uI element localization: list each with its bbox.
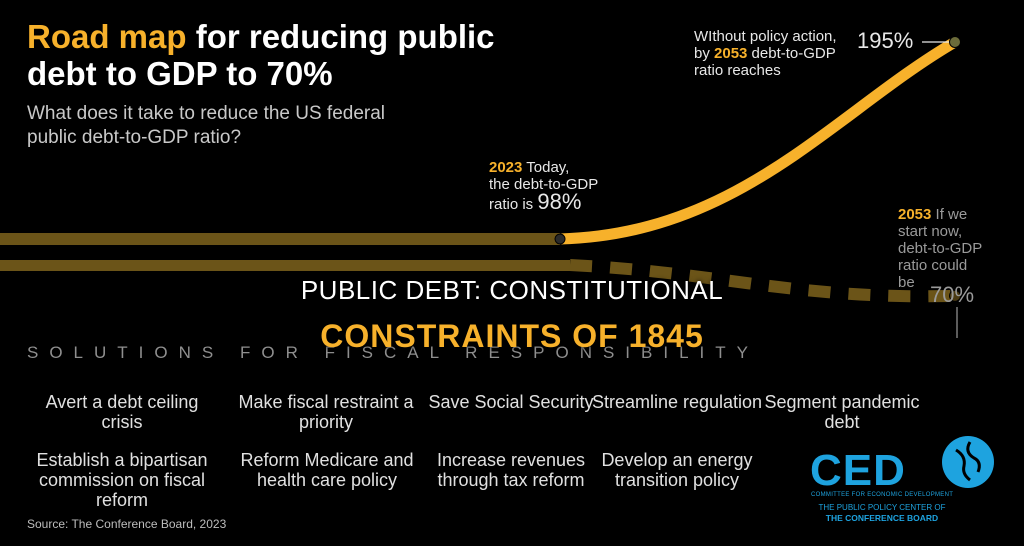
ced-center-line1: THE PUBLIC POLICY CENTER OF (818, 503, 946, 512)
data-point-2053-70 (949, 289, 961, 302)
solution-item: Segment pandemic debt (764, 392, 920, 432)
globe-icon (942, 436, 994, 488)
annotation-2053-start-now: 2053 If we start now, debt-to-GDP ratio … (898, 206, 982, 291)
annotation-text: ratio reaches (694, 62, 781, 79)
annotation-value-70: 70% (930, 282, 975, 307)
ced-fullname: COMMITTEE FOR ECONOMIC DEVELOPMENT (811, 492, 954, 498)
solutions-header: SOLUTIONS FOR FISCAL RESPONSIBILITY (27, 343, 759, 362)
annotation-text: debt-to-GDP (898, 240, 983, 257)
chart-subtitle: What does it take to reduce the US feder… (27, 103, 386, 148)
annotation-text: debt-to-GDP (747, 45, 836, 62)
annotation-text: ratio is (489, 196, 538, 213)
annotation-text: by (694, 45, 715, 62)
data-point-2053-195 (949, 36, 961, 48)
solution-item: Establish a bipartisan commission on fis… (36, 450, 208, 510)
overlay-line-2: CONSTRAINTS OF 1845 (320, 318, 704, 354)
annotation-text: the debt-to-GDP (489, 176, 599, 193)
annotation-text: If we (931, 206, 968, 223)
annotation-value-195: 195% (857, 28, 914, 53)
ced-logo (942, 436, 994, 488)
annotation-text: be (898, 274, 915, 291)
annotation-2023-today: 2023 Today, the debt-to-GDP ratio is 98% (489, 159, 598, 213)
solution-item: Increase revenues through tax reform (436, 450, 586, 490)
source-note: Source: The Conference Board, 2023 (27, 517, 227, 531)
annotation-text: Today, (522, 159, 570, 176)
title-highlight: Road map (27, 18, 187, 55)
annotation-2053-no-action: WIthout policy action, by 2053 debt-to-G… (694, 28, 837, 79)
overlay-caption: PUBLIC DEBT: CONSTITUTIONAL CONSTRAINTS … (0, 270, 1024, 370)
ced-acronym: CED (810, 446, 906, 495)
annotation-text: ratio could (898, 257, 968, 274)
history-band-lower (0, 260, 570, 271)
annotation-year: 2023 (489, 159, 523, 176)
annotation-year: 2053 (898, 206, 932, 223)
data-point-2023 (554, 233, 566, 245)
solution-item: Save Social Security (428, 392, 594, 412)
solution-item: Reform Medicare and health care policy (240, 450, 414, 490)
series-start-now-line (569, 259, 956, 303)
annotation-text: WIthout policy action, (694, 28, 837, 45)
series-no-action-line (554, 36, 961, 245)
chart-title: Road map for reducing public debt to GDP… (27, 18, 527, 92)
solution-item: Develop an energy transition policy (601, 450, 753, 490)
annotation-text: start now, (898, 223, 963, 240)
ced-center-line2: THE CONFERENCE BOARD (825, 513, 939, 523)
annotation-value-98: 98% (537, 189, 582, 214)
annotation-year: 2053 (714, 45, 748, 62)
solution-item: Make fiscal restraint a priority (238, 392, 414, 432)
title-rest: for reducing public debt to GDP to 70% (27, 18, 495, 92)
solution-item: Avert a debt ceiling crisis (45, 392, 199, 432)
history-band-upper (0, 233, 560, 245)
solution-item: Streamline regulation (591, 392, 763, 412)
overlay-line-1: PUBLIC DEBT: CONSTITUTIONAL (300, 275, 724, 305)
